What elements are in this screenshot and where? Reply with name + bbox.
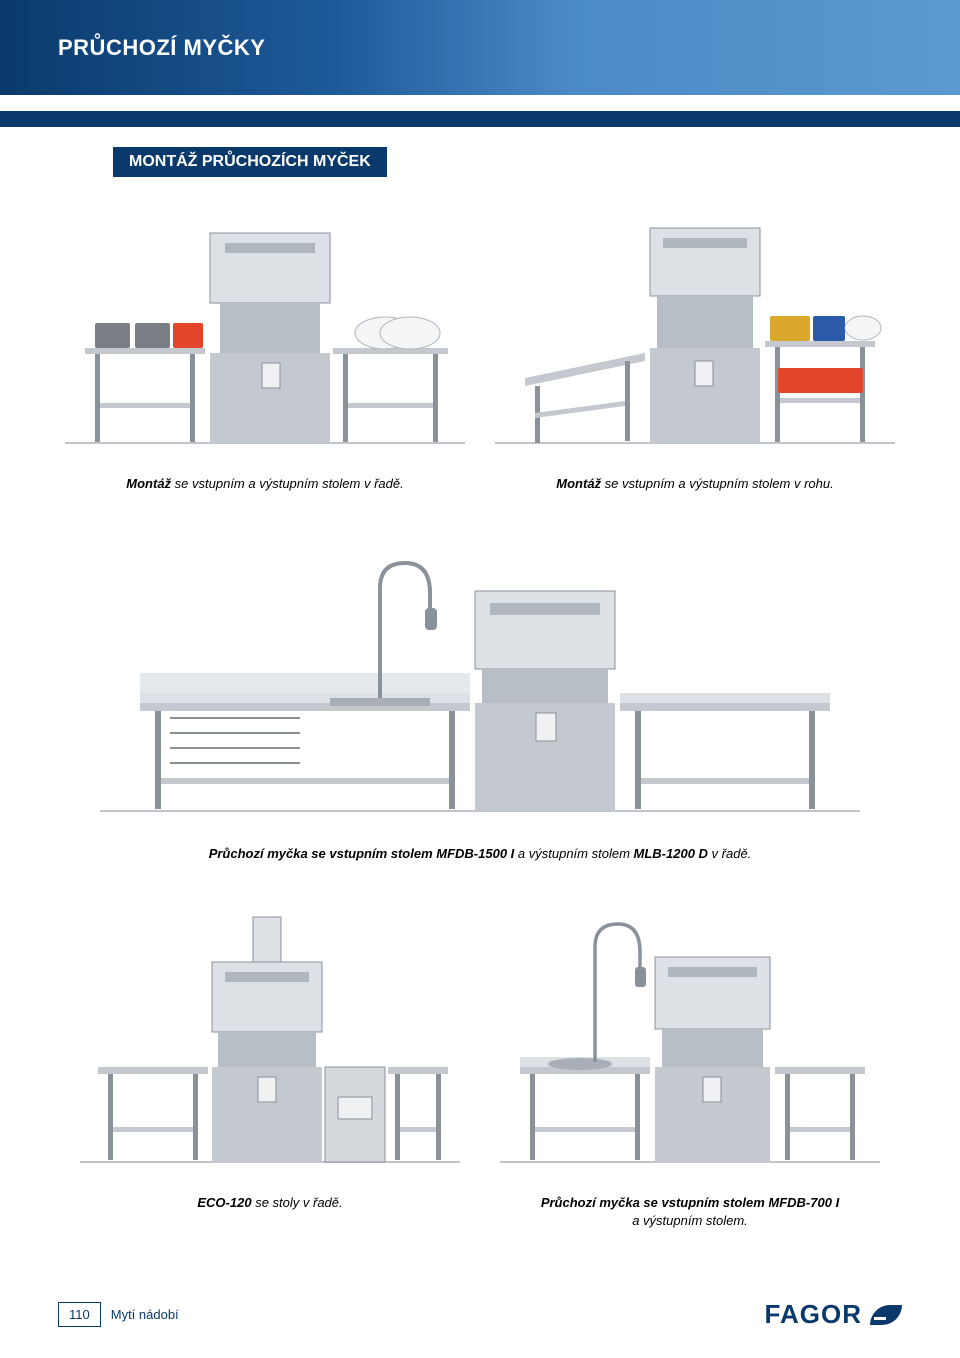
caption-bold: Montáž	[126, 476, 171, 491]
page-header: PRŮCHOZÍ MYČKY	[0, 0, 960, 95]
logo-icon	[870, 1305, 902, 1325]
row-bottom: ECO-120 se stoly v řadě.	[58, 902, 902, 1229]
footer-label: Mytí nádobí	[111, 1307, 179, 1322]
caption-1: Montáž se vstupním a výstupním stolem v …	[126, 475, 403, 493]
caption-text: se vstupním a výstupním stolem v řadě.	[171, 476, 404, 491]
illustration-wide	[100, 533, 860, 833]
caption-4: ECO-120 se stoly v řadě.	[197, 1194, 342, 1212]
row-middle: Průchozí myčka se vstupním stolem MFDB-1…	[58, 533, 902, 863]
figure-inline-assembly: Montáž se vstupním a výstupním stolem v …	[65, 203, 465, 493]
caption-text: se stoly v řadě.	[252, 1195, 343, 1210]
figure-corner-assembly: Montáž se vstupním a výstupním stolem v …	[495, 203, 895, 493]
caption-text: a výstupním stolem	[514, 846, 633, 861]
caption-bold: ECO-120	[197, 1195, 251, 1210]
caption-bold: Průchozí myčka se vstupním stolem MFDB-1…	[209, 846, 515, 861]
illustration-inline	[65, 203, 465, 463]
figure-wide-assembly: Průchozí myčka se vstupním stolem MFDB-1…	[100, 533, 860, 863]
page-number: 110	[58, 1302, 101, 1327]
figure-mfdb700: Průchozí myčka se vstupním stolem MFDB-7…	[500, 902, 880, 1229]
header-band	[0, 111, 960, 127]
section-title: MONTÁŽ PRŮCHOZÍCH MYČEK	[113, 147, 387, 177]
main-content: MONTÁŽ PRŮCHOZÍCH MYČEK	[0, 127, 960, 1229]
caption-bold: Průchozí myčka se vstupním stolem MFDB-7…	[541, 1195, 839, 1210]
caption-2: Montáž se vstupním a výstupním stolem v …	[556, 475, 833, 493]
caption-3: Průchozí myčka se vstupním stolem MFDB-1…	[209, 845, 752, 863]
brand-logo: FAGOR	[765, 1299, 902, 1330]
caption-text: v řadě.	[708, 846, 751, 861]
row-top: Montáž se vstupním a výstupním stolem v …	[58, 203, 902, 493]
logo-text: FAGOR	[765, 1299, 862, 1330]
footer-left: 110 Mytí nádobí	[58, 1302, 179, 1327]
illustration-corner	[495, 203, 895, 463]
caption-5: Průchozí myčka se vstupním stolem MFDB-7…	[541, 1194, 839, 1229]
caption-bold: Montáž	[556, 476, 601, 491]
figure-eco120: ECO-120 se stoly v řadě.	[80, 902, 460, 1229]
page-footer: 110 Mytí nádobí FAGOR	[0, 1299, 960, 1330]
illustration-mfdb700	[500, 902, 880, 1182]
caption-text: se vstupním a výstupním stolem v rohu.	[601, 476, 834, 491]
caption-bold: MLB-1200 D	[634, 846, 708, 861]
page-title: PRŮCHOZÍ MYČKY	[58, 35, 265, 61]
caption-text: a výstupním stolem.	[632, 1213, 748, 1228]
illustration-eco120	[80, 902, 460, 1182]
